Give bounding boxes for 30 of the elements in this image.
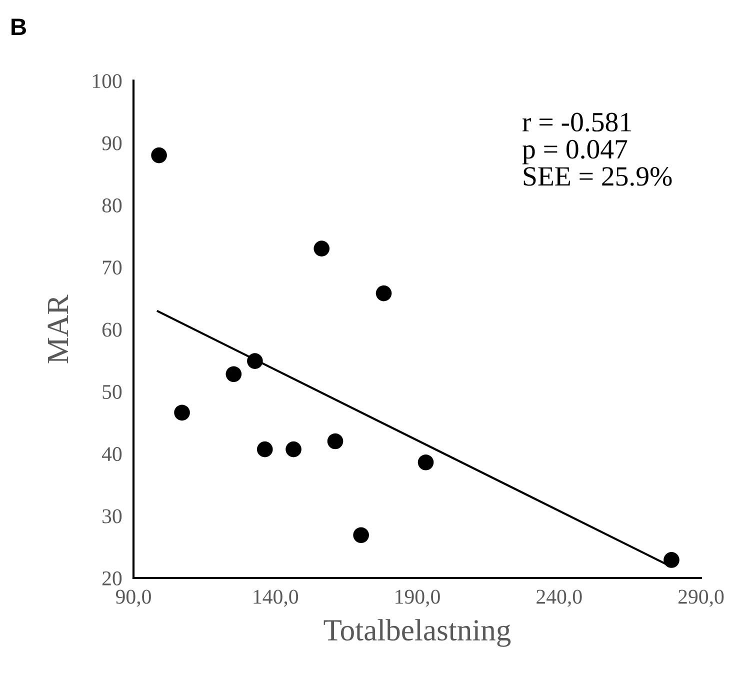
annotation: r = -0.581 p = 0.047 SEE = 25.9% xyxy=(522,112,672,186)
y-tick-label: 80 xyxy=(102,198,122,212)
point xyxy=(286,441,302,458)
y-tick-label: 50 xyxy=(102,384,122,399)
y-tick-label: 70 xyxy=(102,260,122,275)
x-tick-label: 140,0 xyxy=(254,590,298,607)
y-tick-label: 30 xyxy=(102,509,122,524)
chart-title: B xyxy=(12,18,26,35)
x-tick-label: 290,0 xyxy=(678,590,724,607)
y-axis-title: MAR xyxy=(48,294,68,364)
y-tick-label: 40 xyxy=(102,447,122,462)
point xyxy=(418,454,434,470)
point xyxy=(247,353,263,369)
point xyxy=(664,552,680,568)
point xyxy=(327,433,344,450)
point xyxy=(314,240,330,256)
point xyxy=(174,404,190,421)
x-axis-title: Totalbelastning xyxy=(324,619,511,647)
point xyxy=(256,441,273,458)
point xyxy=(226,366,242,382)
x-tick-label: 240,0 xyxy=(536,590,582,607)
point xyxy=(376,285,392,302)
y-tick-label: 60 xyxy=(102,322,122,337)
x-tick-label: 190,0 xyxy=(396,590,440,607)
y-tick-label: 100 xyxy=(92,74,122,88)
point xyxy=(151,147,167,164)
x-tick-label: 90,0 xyxy=(116,590,151,607)
y-tick-label: 90 xyxy=(102,136,122,150)
point xyxy=(353,527,369,544)
y-tick-label: 20 xyxy=(102,571,122,586)
